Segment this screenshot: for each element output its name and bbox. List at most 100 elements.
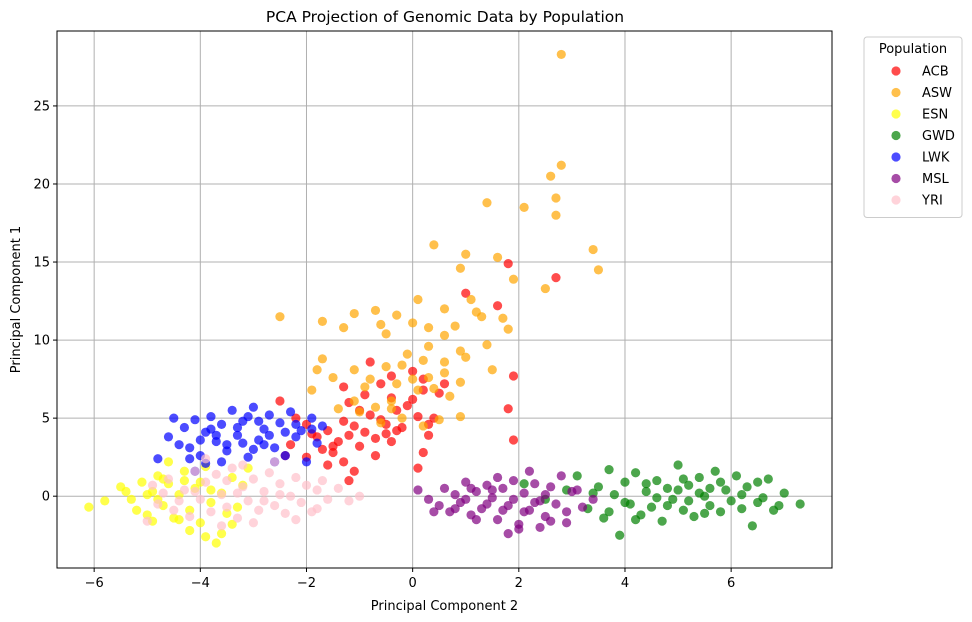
data-point [280,427,290,437]
data-point [275,418,285,428]
data-point [423,372,434,383]
data-point [370,402,381,412]
data-point [540,283,550,294]
data-point [492,472,503,483]
data-point [609,490,619,500]
data-point [402,349,412,359]
legend-marker [891,152,901,162]
data-point [227,405,237,415]
legend-items: ACB ASW ESN GWD LWK MSL YRI [891,65,955,209]
data-point [604,507,614,517]
data-point [461,249,471,259]
data-point [439,483,450,493]
data-point [84,502,94,512]
data-point [222,440,232,450]
data-point [349,308,359,319]
series-asw [275,49,604,431]
data-point [270,500,280,511]
data-point [354,407,365,417]
series-gwd [519,460,805,540]
data-point [179,466,189,476]
data-point [588,244,598,255]
data-point [211,538,221,548]
data-point [307,413,317,423]
x-tick-label: −6 [85,576,104,591]
data-point [163,432,174,442]
y-tick-label: 5 [42,412,50,427]
data-point [519,479,529,489]
data-point [216,457,227,467]
data-point [551,499,561,509]
data-point [243,496,253,506]
data-point [142,490,152,500]
data-point [392,310,402,320]
data-point [530,479,540,489]
data-point [275,396,285,406]
data-point [418,447,428,458]
data-point [323,460,333,470]
data-point [360,382,370,392]
data-point [498,505,508,515]
data-point [408,366,418,376]
y-tick-label: 15 [33,256,50,271]
data-point [386,371,397,381]
data-point [179,422,189,433]
data-point [455,263,466,273]
data-point [514,524,524,534]
data-point [731,471,742,481]
data-point [418,421,428,431]
legend-label: YRI [921,194,943,209]
data-point [408,394,418,405]
data-point [413,411,423,422]
data-point [185,525,195,536]
data-point [291,419,301,429]
data-point [397,360,407,370]
data-point [615,530,625,540]
data-point [201,477,211,487]
y-tick-label: 20 [33,177,50,192]
data-point [439,379,450,389]
data-point [291,515,301,525]
data-point [795,499,805,509]
data-point [280,451,290,461]
data-point [519,507,529,517]
data-point [492,515,503,525]
series-msl [413,466,598,539]
data-point [280,508,290,518]
data-point [285,440,296,450]
data-point [487,365,497,375]
data-point [556,49,566,60]
data-point [413,385,423,395]
data-point [482,499,492,509]
data-point [673,485,683,495]
data-point [503,529,513,539]
series-yri [142,454,365,531]
data-point [413,294,423,305]
data-point [185,454,195,464]
data-point [360,390,370,400]
data-point [620,477,630,487]
data-point [216,521,227,531]
data-point [710,466,720,476]
data-point [317,444,328,454]
legend-item-acb: ACB [891,65,949,80]
data-point [418,355,428,365]
data-point [232,430,243,440]
data-point [694,488,704,498]
data-point [742,482,752,492]
data-point [365,410,375,420]
data-point [349,466,359,476]
data-point [524,466,535,476]
x-tick-label: 2 [515,576,523,591]
data-point [779,488,789,498]
data-point [487,493,497,503]
data-point [381,429,391,439]
data-point [508,371,519,381]
data-point [461,352,471,362]
data-point [174,515,184,525]
y-tick-label: 0 [42,490,50,505]
data-point [259,424,269,434]
legend-item-asw: ASW [891,86,952,101]
data-point [211,430,221,440]
data-point [620,497,630,508]
